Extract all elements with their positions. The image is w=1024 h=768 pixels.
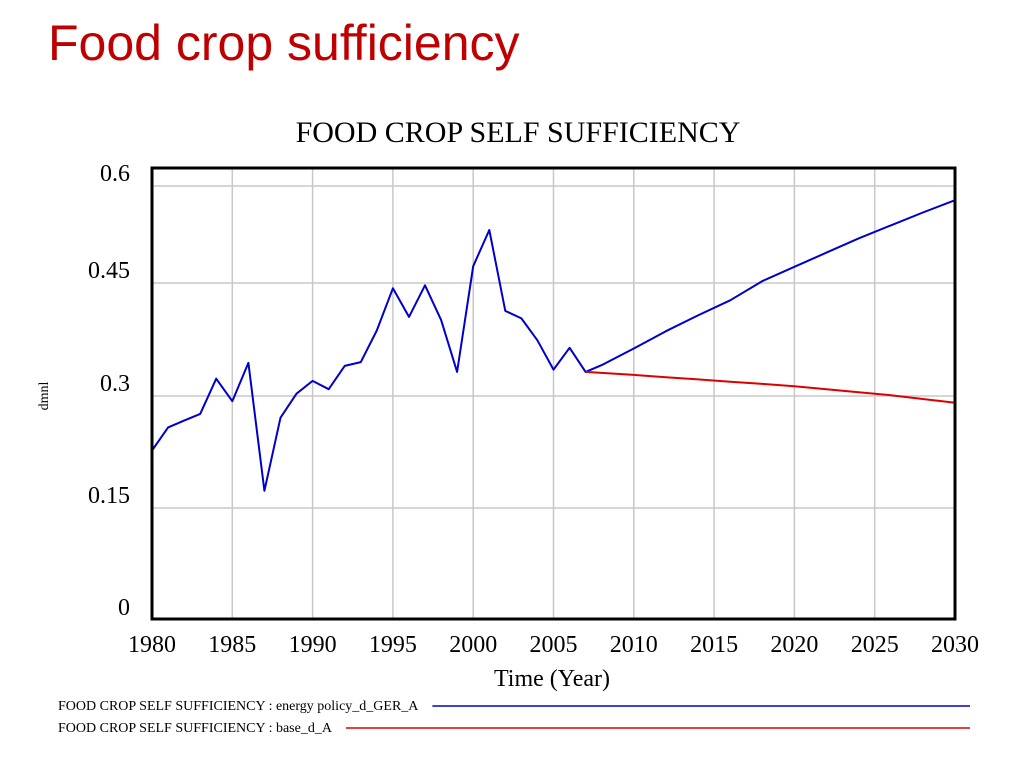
x-tick-label: 1985 xyxy=(208,632,256,658)
x-tick-label: 2030 xyxy=(931,632,979,658)
slide-title: Food crop sufficiency xyxy=(48,15,520,71)
x-axis-label: Time (Year) xyxy=(494,666,610,692)
y-tick-label: 0.15 xyxy=(88,483,130,509)
series-line-1 xyxy=(151,199,956,492)
series-layer xyxy=(151,199,956,492)
x-tick-label: 2020 xyxy=(770,632,818,658)
x-tick-label: 1980 xyxy=(128,632,176,658)
y-axis-ticks: 0 0.15 0.3 0.45 0.6 xyxy=(88,161,130,621)
legend: FOOD CROP SELF SUFFICIENCY : energy poli… xyxy=(58,699,970,736)
y-axis-label: dmnl xyxy=(37,382,52,411)
x-tick-label: 2015 xyxy=(690,632,738,658)
x-tick-label: 2010 xyxy=(610,632,658,658)
x-tick-label: 1995 xyxy=(369,632,417,658)
x-tick-label: 2005 xyxy=(530,632,578,658)
y-tick-label: 0.3 xyxy=(100,371,130,397)
x-tick-label: 2000 xyxy=(449,632,497,658)
y-tick-label: 0.45 xyxy=(88,258,130,284)
y-tick-label: 0.6 xyxy=(100,161,130,187)
legend-label-1: FOOD CROP SELF SUFFICIENCY : energy poli… xyxy=(58,699,419,714)
legend-label-2: FOOD CROP SELF SUFFICIENCY : base_d_A xyxy=(58,721,333,736)
x-tick-label: 1990 xyxy=(289,632,337,658)
grid-lines xyxy=(152,168,955,619)
chart-title: FOOD CROP SELF SUFFICIENCY xyxy=(296,116,741,149)
y-tick-label: 0 xyxy=(118,595,130,621)
x-tick-label: 2025 xyxy=(851,632,899,658)
series-line-2 xyxy=(585,370,956,404)
plot-frame xyxy=(150,166,957,621)
x-axis-ticks: 1980 1985 1990 1995 2000 2005 2010 2015 2020 2025… xyxy=(128,632,979,658)
